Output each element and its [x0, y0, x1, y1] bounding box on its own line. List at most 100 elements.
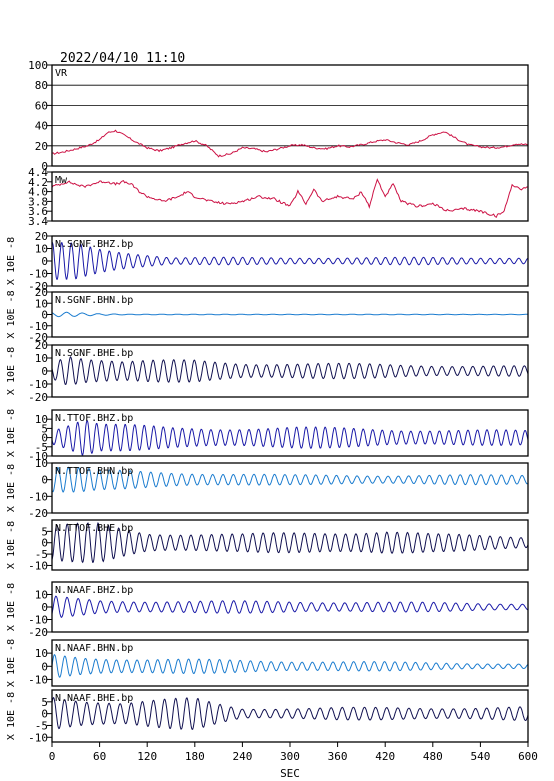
y-tick-label: -10: [28, 268, 48, 281]
panel-naaf-bhe: -10-505 N.NAAF.BHE.bp X 10E -8: [6, 689, 529, 744]
y-tick-label: -20: [28, 626, 48, 639]
x-tick-label: 240: [232, 750, 252, 763]
y-tick-label: 20: [35, 230, 48, 243]
y-tick-label: -5: [35, 719, 48, 732]
panel-ttof-bhn: -20 -10 0 10 N.TTOF.BHN.bp X 10E -8: [6, 457, 529, 520]
series-line: [52, 466, 528, 493]
y-tick-label: 4.4: [28, 166, 48, 179]
panel-label: N.TTOF.BHN.bp: [55, 466, 133, 477]
y-tick-label: 3.4: [28, 215, 48, 228]
y-tick-label: 0: [41, 537, 48, 550]
y-tick-label: -10: [28, 559, 48, 572]
series-line: [52, 178, 528, 219]
panel-frame: [51, 235, 529, 287]
panel-mw: 3.43.63.84.04.24.4 Mw: [28, 166, 529, 228]
series-line: [52, 522, 528, 564]
y-tick-label: -5: [35, 441, 48, 454]
y-tick-label: 5: [41, 525, 48, 538]
panel-frame: [51, 639, 529, 687]
y-tick-label: 10: [35, 647, 48, 660]
y-axis-label: X 10E -8: [6, 692, 17, 740]
series-line: [52, 696, 528, 731]
y-axis-label: X 10E -8: [6, 290, 17, 338]
panel-label: N.SGNF.BHZ.bp: [55, 239, 133, 250]
figure-title: 2022/04/10 11:10: [60, 51, 185, 66]
x-tick-label: 360: [328, 750, 348, 763]
y-tick-label: 10: [35, 457, 48, 470]
series-line: [52, 654, 528, 678]
y-tick-label: -10: [28, 490, 48, 503]
y-tick-label: 0: [41, 660, 48, 673]
y-tick-label: 0: [41, 708, 48, 721]
y-tick-label: 0: [41, 601, 48, 614]
y-tick-label: 100: [28, 59, 48, 72]
panel-label: N.NAAF.BHN.bp: [55, 643, 133, 654]
series-line: [52, 356, 528, 385]
series-line: [52, 419, 528, 456]
x-axis-label: SEC: [280, 767, 300, 780]
series-line: [52, 595, 528, 618]
x-tick-label: 600: [518, 750, 538, 763]
panel-frame: [51, 409, 529, 457]
y-tick-label: 10: [35, 352, 48, 365]
y-tick-label: 10: [35, 243, 48, 256]
y-tick-label: 4.0: [28, 186, 48, 199]
series-line: [52, 311, 528, 318]
panel-frame: [51, 581, 529, 633]
x-tick-label: 540: [470, 750, 490, 763]
panel-vr: 0 20 40 60 80 100 VR: [28, 59, 529, 173]
y-tick-label: 0: [41, 160, 48, 173]
y-tick-label: 0: [41, 309, 48, 322]
series-line: [52, 242, 528, 280]
panels: 020406080100VR3.43.63.84.04.24.4Mw-20-10…: [6, 59, 529, 744]
y-tick-label: 10: [35, 589, 48, 602]
y-tick-label: 4.2: [28, 176, 48, 189]
panel-label: Mw: [55, 175, 68, 186]
y-tick-label: 20: [35, 339, 48, 352]
y-tick-label: 20: [35, 140, 48, 153]
y-tick-label: -10: [28, 673, 48, 686]
x-axis: SEC 0 60 120 180 240 300 360 420 480 540 600: [49, 742, 538, 780]
series-line: [52, 129, 528, 158]
y-tick-label: 20: [35, 286, 48, 299]
y-tick-label: -20: [28, 507, 48, 520]
y-tick-label: -10: [28, 378, 48, 391]
y-axis-label: X 10E -8: [6, 521, 17, 569]
y-axis-label: X 10E -8: [6, 464, 17, 512]
y-tick-label: 40: [35, 120, 48, 133]
y-tick-label: -10: [28, 450, 48, 463]
y-tick-label: 0: [41, 255, 48, 268]
y-tick-label: 80: [35, 79, 48, 92]
y-tick-label: 5: [41, 696, 48, 709]
panel-label: N.TTOF.BHZ.bp: [55, 413, 133, 424]
panel-label: N.SGNF.BHE.bp: [55, 348, 133, 359]
panel-label: N.NAAF.BHZ.bp: [55, 585, 133, 596]
x-tick-label: 60: [93, 750, 106, 763]
panel-frame: [51, 519, 529, 571]
x-tick-label: 420: [375, 750, 395, 763]
y-tick-label: 0: [41, 365, 48, 378]
x-tick-label: 180: [185, 750, 205, 763]
y-tick-label: -10: [28, 320, 48, 333]
panel-frame: [51, 344, 529, 398]
x-tick-label: 120: [137, 750, 157, 763]
panel-label: N.SGNF.BHN.bp: [55, 295, 133, 306]
y-tick-label: -20: [28, 331, 48, 344]
y-tick-label: 10: [35, 297, 48, 310]
panel-frame: [51, 171, 529, 222]
y-tick-label: 3.6: [28, 205, 48, 218]
y-axis-label: X 10E -8: [6, 237, 17, 285]
y-tick-label: 5: [41, 422, 48, 435]
panel-frame: [51, 64, 529, 167]
panel-label: VR: [55, 68, 68, 79]
y-axis-label: X 10E -8: [6, 583, 17, 631]
y-tick-label: -5: [35, 548, 48, 561]
x-tick-label: 0: [49, 750, 56, 763]
